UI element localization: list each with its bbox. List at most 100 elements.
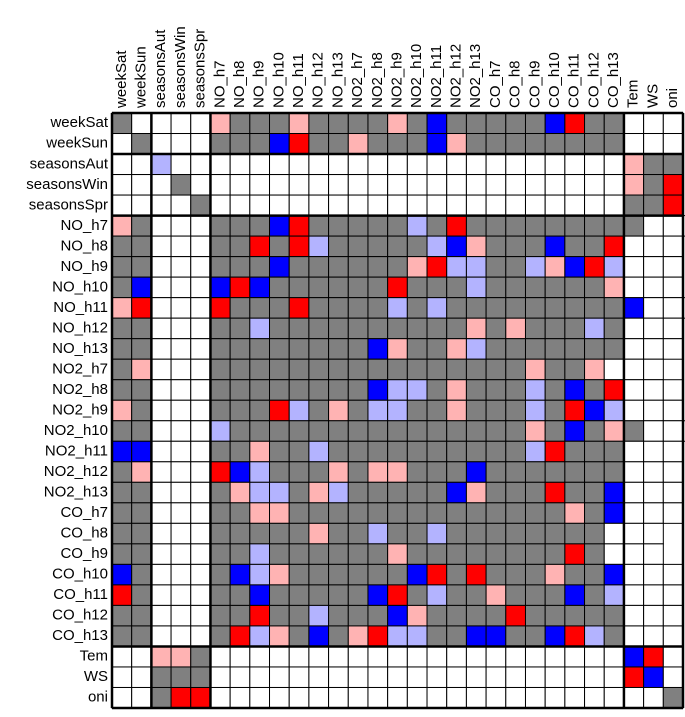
- cell: [406, 338, 428, 360]
- cell: [229, 379, 251, 401]
- cell: [623, 235, 645, 258]
- cell: [131, 215, 152, 237]
- cell: [406, 666, 428, 688]
- cell: [643, 584, 664, 606]
- cell: [387, 584, 408, 606]
- cell: [190, 297, 211, 319]
- cell: [662, 235, 684, 258]
- cell: [288, 686, 310, 709]
- cell: [446, 481, 467, 504]
- cell: [347, 440, 369, 463]
- cell: [584, 502, 605, 524]
- cell: [446, 666, 467, 688]
- cell: [603, 379, 625, 401]
- cell: [623, 543, 645, 565]
- cell: [229, 666, 251, 688]
- row-label: CO_h7: [60, 504, 108, 521]
- cell: [406, 112, 428, 135]
- cell: [209, 543, 231, 565]
- cell: [249, 543, 271, 565]
- cell: [623, 645, 645, 668]
- cell: [209, 297, 231, 319]
- cell: [524, 153, 546, 176]
- cell: [170, 358, 192, 381]
- cell: [662, 112, 684, 135]
- cell: [347, 379, 369, 401]
- cell: [347, 420, 369, 442]
- cell: [485, 174, 507, 196]
- cell: [485, 399, 507, 422]
- cell: [249, 174, 271, 196]
- cell: [308, 235, 330, 258]
- row-label: seasonsSpr: [29, 196, 108, 213]
- cell: [288, 666, 310, 688]
- cell: [190, 153, 211, 176]
- cell: [328, 235, 349, 258]
- cell: [564, 440, 586, 463]
- cell: [150, 297, 172, 319]
- cell: [406, 276, 428, 299]
- row-label: NO2_h8: [52, 381, 108, 398]
- cell: [111, 297, 133, 319]
- cell: [308, 502, 330, 524]
- cell: [170, 522, 192, 545]
- cell: [465, 584, 487, 606]
- cell: [544, 276, 566, 299]
- cell: [209, 502, 231, 524]
- cell: [229, 215, 251, 237]
- cell: [131, 522, 152, 545]
- cell: [150, 543, 172, 565]
- cell: [209, 461, 231, 483]
- cell: [662, 256, 684, 278]
- cell: [623, 522, 645, 545]
- cell: [426, 604, 448, 627]
- cell: [209, 133, 231, 155]
- cell: [406, 379, 428, 401]
- cell: [249, 522, 271, 545]
- cell: [564, 379, 586, 401]
- cell: [367, 112, 389, 135]
- cell: [446, 194, 467, 217]
- cell: [387, 420, 408, 442]
- cell: [131, 399, 152, 422]
- cell: [288, 543, 310, 565]
- cell: [269, 379, 290, 401]
- column-label: CO_h9: [526, 60, 543, 108]
- cell: [662, 215, 684, 237]
- cell: [190, 645, 211, 668]
- cell: [209, 420, 231, 442]
- cell: [662, 625, 684, 647]
- cell: [347, 133, 369, 155]
- cell: [209, 563, 231, 586]
- cell: [446, 420, 467, 442]
- cell: [229, 420, 251, 442]
- cell: [623, 215, 645, 237]
- column-label: CO_h11: [566, 53, 583, 108]
- column-label: oni: [664, 88, 681, 108]
- cell: [347, 358, 369, 381]
- cell: [662, 276, 684, 299]
- cell: [170, 584, 192, 606]
- cell: [209, 317, 231, 340]
- cell: [131, 235, 152, 258]
- cell: [387, 338, 408, 360]
- cell: [170, 481, 192, 504]
- cell: [524, 645, 546, 668]
- cell: [643, 133, 664, 155]
- cell: [643, 543, 664, 565]
- cell: [229, 604, 251, 627]
- cell: [623, 297, 645, 319]
- column-label: NO_h8: [231, 60, 248, 108]
- cell: [249, 399, 271, 422]
- column-label: NO_h11: [290, 53, 307, 108]
- cell: [564, 133, 586, 155]
- cell: [229, 481, 251, 504]
- cell: [643, 645, 664, 668]
- cell: [406, 215, 428, 237]
- column-label: NO_h7: [211, 60, 228, 108]
- cell: [584, 317, 605, 340]
- cell: [190, 584, 211, 606]
- cell: [288, 317, 310, 340]
- column-label: NO2_h7: [349, 52, 366, 108]
- cell: [485, 256, 507, 278]
